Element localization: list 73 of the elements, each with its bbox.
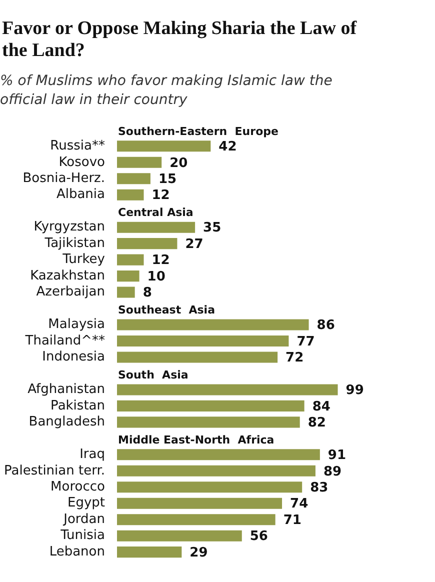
bar (117, 222, 196, 233)
data-label: 29 (190, 545, 208, 560)
y-tick-label: Morocco (50, 480, 106, 495)
y-tick-label: Turkey (62, 252, 106, 268)
bar (117, 416, 300, 428)
y-tick-label: Palestinian terr. (4, 463, 105, 478)
y-tick-label: Iraq (80, 447, 105, 462)
y-tick-label: Pakistan (50, 398, 105, 414)
data-label: 91 (328, 448, 346, 464)
y-tick-label: Azerbaijan (36, 284, 105, 300)
y-tick-label: Thailand^** (24, 333, 106, 348)
bar (117, 140, 211, 152)
bar (117, 384, 338, 396)
data-label: 12 (152, 253, 170, 268)
data-label: 27 (185, 236, 204, 252)
y-tick-label: Egypt (67, 496, 105, 511)
data-label: 71 (283, 512, 302, 528)
bar (117, 286, 135, 298)
y-tick-label: Jordan (62, 512, 105, 527)
data-label: 72 (286, 350, 304, 366)
data-label: 42 (218, 140, 237, 155)
data-label: 82 (308, 416, 326, 431)
bar (117, 498, 282, 509)
bar (117, 400, 304, 412)
data-label: 8 (142, 286, 152, 301)
y-tick-label: Middle East-North Africa (118, 433, 274, 446)
data-label: 15 (158, 172, 177, 188)
y-tick-label: Afghanistan (28, 382, 105, 398)
bar (117, 449, 320, 460)
bar (117, 335, 289, 347)
data-label: 56 (250, 529, 268, 544)
y-tick-label: Indonesia (42, 350, 105, 365)
y-tick-label: Kyrgyzstan (34, 220, 105, 235)
data-label: 35 (203, 220, 222, 236)
y-tick-label: Southern-Eastern Europe (118, 124, 278, 138)
bar (117, 238, 178, 250)
y-tick-label: Bosnia-Herz. (22, 171, 105, 186)
data-label: 84 (312, 399, 330, 414)
data-label: 89 (323, 464, 342, 480)
y-tick-label: South Asia (118, 368, 188, 382)
data-label: 99 (346, 383, 364, 398)
bar (117, 514, 276, 526)
y-tick-label: Kosovo (58, 154, 106, 170)
chart-subtitle: % of Muslims who favor making Islamic law the official law in their country (0, 72, 334, 110)
y-tick-label: Bangladesh (28, 414, 105, 430)
bar (117, 530, 242, 542)
data-label: 12 (152, 188, 170, 204)
bar (117, 352, 278, 363)
y-tick-label: Malaysia (48, 317, 105, 332)
bar (117, 319, 309, 330)
bar (117, 465, 316, 476)
bar (117, 173, 150, 184)
y-tick-label: Southeast Asia (118, 303, 216, 316)
chart-title: Favor or Oppose Making Sharia the Law of the Land? (2, 18, 358, 62)
y-tick-label: Tajikistan (44, 236, 105, 251)
bar (117, 482, 302, 493)
bar (117, 270, 140, 282)
data-label: 86 (316, 318, 335, 334)
bar (117, 546, 182, 558)
y-tick-label: Central Asia (118, 206, 194, 219)
bar (117, 189, 144, 200)
data-label: 10 (147, 269, 166, 284)
y-tick-label: Kazakhstan (30, 268, 105, 284)
bar (117, 156, 162, 168)
data-label: 77 (296, 334, 315, 350)
y-tick-label: Lebanon (49, 544, 105, 560)
data-label: 20 (170, 156, 188, 171)
y-tick-label: Tunisia (60, 528, 105, 544)
bar (117, 254, 144, 266)
data-label: 74 (290, 496, 308, 512)
y-tick-label: Russia** (50, 138, 106, 154)
y-tick-label: Albania (56, 187, 105, 202)
data-label: 83 (310, 480, 328, 496)
